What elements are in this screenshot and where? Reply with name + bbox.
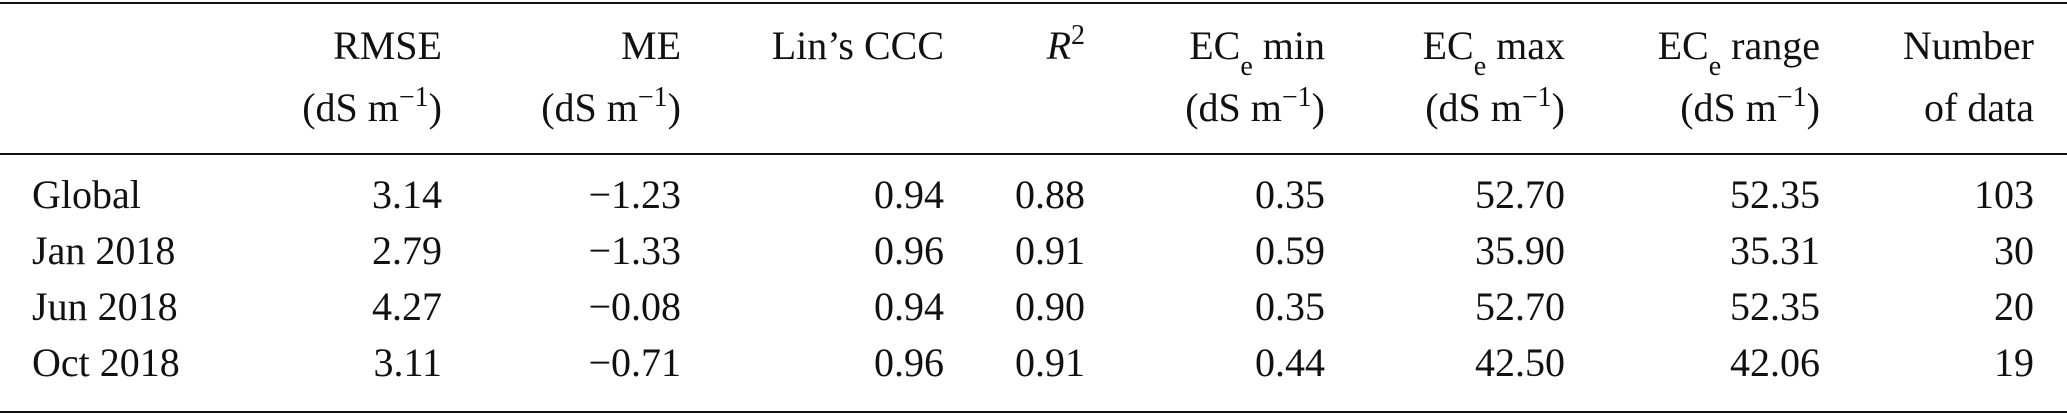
- header-text: Number: [1903, 23, 2034, 68]
- cell: 52.70: [1475, 284, 1565, 329]
- cell: 0.44: [1255, 340, 1325, 385]
- subscript: e: [1709, 51, 1721, 82]
- header-word: of data: [1924, 85, 2034, 130]
- header-text: ECe min: [1189, 23, 1325, 82]
- cell: 0.35: [1255, 284, 1325, 329]
- cell: 0.90: [1015, 284, 1085, 329]
- header-text: (dS m−1): [1425, 82, 1565, 131]
- header-word: EC: [1189, 23, 1240, 68]
- header-word: ): [1552, 85, 1565, 130]
- header-word: range: [1721, 23, 1820, 68]
- header-text: Lin’s CCC: [772, 23, 944, 68]
- header-word: (dS m: [1185, 85, 1282, 130]
- cell: 4.27: [372, 284, 442, 329]
- cell: 52.70: [1475, 172, 1565, 217]
- header-word: EC: [1423, 23, 1474, 68]
- cell: 35.90: [1475, 228, 1565, 273]
- subscript: e: [1240, 51, 1252, 82]
- cell: 2.79: [372, 228, 442, 273]
- cell: 35.31: [1730, 228, 1820, 273]
- cell: −0.71: [588, 340, 681, 385]
- header-word: ): [1807, 85, 1820, 130]
- row-label: Global: [32, 172, 141, 217]
- header-text: ME: [621, 23, 681, 68]
- header-word: RMSE: [333, 23, 442, 68]
- cell: 42.06: [1730, 340, 1820, 385]
- header-text: ECe range: [1658, 23, 1820, 82]
- header-word: ): [429, 85, 442, 130]
- header-word: max: [1486, 23, 1565, 68]
- header-word: min: [1253, 23, 1325, 68]
- header-word: Number: [1903, 23, 2034, 68]
- cell: 103: [1974, 172, 2034, 217]
- header-word: (dS m: [1680, 85, 1777, 130]
- header-text: (dS m−1): [1185, 82, 1325, 131]
- header-text: (dS m−1): [302, 82, 442, 131]
- header-word: (dS m: [1425, 85, 1522, 130]
- cell: 0.91: [1015, 228, 1085, 273]
- header-text: (dS m−1): [541, 82, 681, 131]
- superscript: −1: [638, 82, 668, 113]
- cell: 52.35: [1730, 284, 1820, 329]
- cell: 20: [1994, 284, 2034, 329]
- cell: 3.14: [372, 172, 442, 217]
- header-word: Lin’s CCC: [772, 23, 944, 68]
- cell: −0.08: [588, 284, 681, 329]
- header-word: ME: [621, 23, 681, 68]
- cell: 0.94: [874, 284, 944, 329]
- header-text: of data: [1924, 85, 2034, 130]
- cell: 0.96: [874, 340, 944, 385]
- cell: 19: [1994, 340, 2034, 385]
- subscript: e: [1474, 51, 1486, 82]
- superscript: −1: [1282, 82, 1312, 113]
- cell: 0.94: [874, 172, 944, 217]
- row-label: Jan 2018: [32, 228, 175, 273]
- cell: 42.50: [1475, 340, 1565, 385]
- cell: 0.88: [1015, 172, 1085, 217]
- row-label: Jun 2018: [32, 284, 178, 329]
- cell: 3.11: [373, 340, 442, 385]
- header-text: (dS m−1): [1680, 82, 1820, 131]
- header-text: RMSE: [333, 23, 442, 68]
- header-text: ECe max: [1423, 23, 1565, 82]
- cell: 0.96: [874, 228, 944, 273]
- cell: 0.35: [1255, 172, 1325, 217]
- superscript: −1: [1522, 82, 1552, 113]
- row-label: Oct 2018: [32, 340, 180, 385]
- header-word: ): [1312, 85, 1325, 130]
- cell: 0.91: [1015, 340, 1085, 385]
- header-word: (dS m: [541, 85, 638, 130]
- superscript: −1: [1777, 82, 1807, 113]
- cell: 52.35: [1730, 172, 1820, 217]
- header-word: R: [1046, 23, 1071, 68]
- header-word: ): [668, 85, 681, 130]
- cell: 0.59: [1255, 228, 1325, 273]
- header-word: EC: [1658, 23, 1709, 68]
- cell: −1.33: [588, 228, 681, 273]
- cell: 30: [1994, 228, 2034, 273]
- cell: −1.23: [588, 172, 681, 217]
- header-word: (dS m: [302, 85, 399, 130]
- superscript: −1: [399, 82, 429, 113]
- superscript: 2: [1071, 20, 1085, 51]
- header-text: R2: [1046, 20, 1085, 69]
